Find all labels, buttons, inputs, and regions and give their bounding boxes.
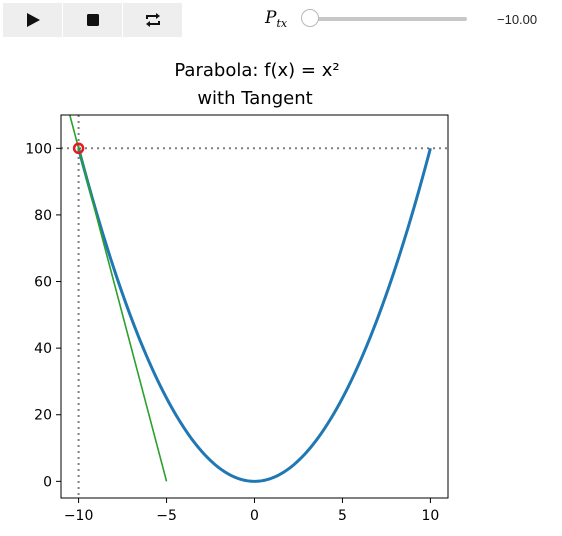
x-tick-label: 5: [338, 508, 347, 524]
slider-label: Ptx: [265, 8, 288, 30]
x-tick-label: −5: [156, 508, 177, 524]
stop-button[interactable]: [63, 3, 122, 37]
x-tick-label: 0: [250, 508, 259, 524]
y-tick-label: 80: [34, 208, 52, 224]
chart-title-line2: with Tangent: [197, 88, 312, 109]
y-tick-label: 0: [43, 474, 52, 490]
plot-frame: [60, 114, 449, 499]
x-tick-label: 10: [421, 508, 439, 524]
slider-thumb[interactable]: [301, 9, 319, 27]
y-tick-label: 20: [34, 408, 52, 424]
play-button[interactable]: [3, 3, 62, 37]
tangent-line: [68, 115, 168, 482]
y-tick-label: 60: [34, 275, 52, 291]
slider-value: −10.00: [497, 12, 538, 27]
loop-button[interactable]: [123, 3, 182, 37]
x-tick-label: −10: [64, 508, 94, 524]
parabola-line: [77, 147, 432, 483]
slider-label-main: P: [265, 8, 277, 28]
y-tick-label: 40: [34, 341, 52, 357]
play-icon: [26, 13, 40, 27]
y-tick-label: 100: [25, 141, 52, 157]
chart-title-line1: Parabola: f(x) = x²: [174, 60, 339, 81]
slider-label-subscript: tx: [276, 17, 288, 30]
slider-track[interactable]: [312, 17, 467, 21]
stop-icon: [86, 14, 99, 26]
loop-icon: [145, 13, 160, 27]
animation-toolbar: [3, 3, 187, 37]
tangent-point: [72, 142, 85, 155]
